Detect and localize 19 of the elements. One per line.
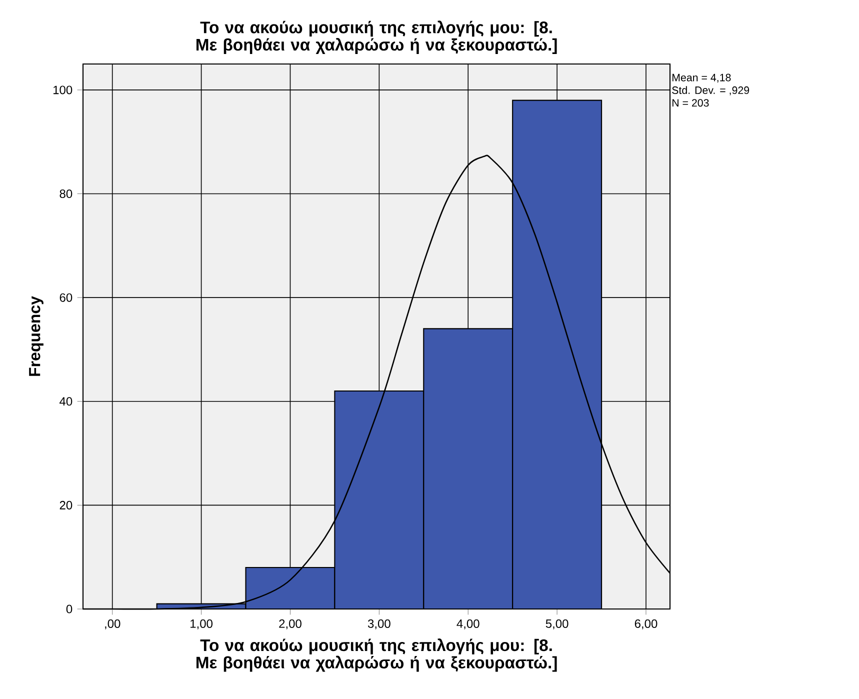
x-tick-label: 4,00 <box>456 619 480 630</box>
text: N = 203 <box>672 99 709 107</box>
y-tick-label: 40 <box>60 397 72 406</box>
x-axis-title: Το να ακούω μουσική της επιλογής μου: [8. Με βοηθάει να χαλαρώσω ή να ξεκουραστώ.] <box>196 638 557 672</box>
x-tick-label: 2,00 <box>279 619 302 630</box>
x-tick-label: 6,00 <box>634 619 658 630</box>
text: Std. Dev. = ,929 <box>672 86 750 96</box>
y-tick-label: 100 <box>54 86 72 94</box>
chart-title: Το να ακούω μουσική της επιλογής μου: [8. Με βοηθάει να χαλαρώσω ή να ξεκουραστώ.] <box>196 20 557 54</box>
text: Mean = 4,18 <box>672 74 731 83</box>
y-axis-title: Frequency <box>29 296 44 376</box>
y-tick-label: 20 <box>60 500 72 510</box>
x-tick-label: 1,00 <box>190 619 213 630</box>
y-tick-label: 0 <box>66 604 72 614</box>
x-tick-label: 3,00 <box>368 619 390 630</box>
x-tick-label: ,00 <box>105 619 120 630</box>
x-tick-label: 5,00 <box>546 619 568 630</box>
y-tick-label: 80 <box>60 190 72 198</box>
y-tick-label: 60 <box>60 293 72 302</box>
